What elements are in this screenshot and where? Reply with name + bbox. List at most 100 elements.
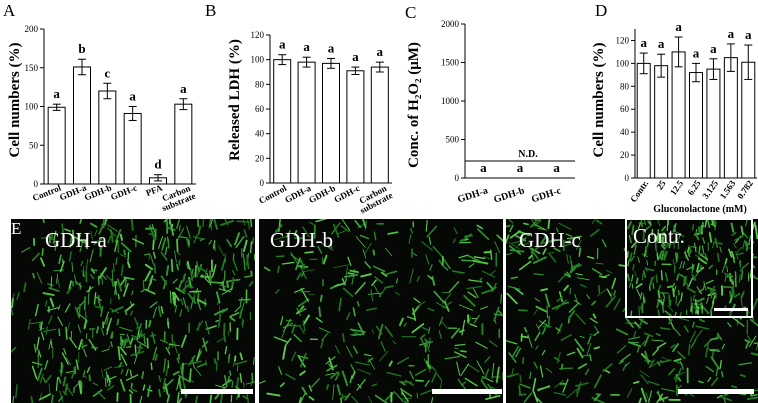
- cell: [742, 239, 746, 250]
- cell: [133, 354, 138, 365]
- cell: [144, 288, 156, 295]
- cell: [139, 395, 143, 403]
- ytick-label: 0: [455, 173, 460, 183]
- cell: [77, 312, 88, 322]
- cell: [733, 292, 741, 298]
- cell: [726, 265, 729, 273]
- cell: [169, 221, 174, 236]
- cell: [484, 368, 490, 378]
- cell: [658, 291, 669, 295]
- cell: [691, 245, 698, 249]
- cell: [116, 318, 120, 326]
- bar: [689, 72, 703, 179]
- cell: [42, 292, 55, 296]
- cell: [721, 264, 726, 273]
- cell: [71, 262, 74, 273]
- cell: [517, 230, 531, 237]
- cell: [627, 258, 630, 267]
- cell: [282, 345, 287, 360]
- cell: [90, 222, 98, 228]
- cell: [151, 331, 156, 345]
- cell: [39, 373, 44, 384]
- cell: [688, 250, 692, 257]
- panel-letter-e: E: [11, 219, 21, 238]
- ytick-label: 40: [255, 129, 265, 139]
- cell: [242, 239, 248, 252]
- cell: [586, 342, 592, 357]
- cell: [602, 363, 613, 373]
- cell: [651, 228, 654, 236]
- cell: [80, 260, 84, 267]
- cell: [523, 327, 528, 333]
- cell: [650, 276, 656, 279]
- ytick-label: 40: [620, 127, 630, 137]
- cell: [740, 270, 744, 281]
- cell: [185, 236, 190, 248]
- cell: [70, 330, 73, 341]
- cell: [699, 265, 702, 272]
- cell: [647, 380, 660, 386]
- cell: [745, 220, 748, 227]
- cell: [100, 305, 104, 317]
- cell: [743, 262, 750, 268]
- cell: [86, 286, 94, 293]
- cell: [652, 348, 660, 356]
- cell: [368, 358, 376, 370]
- cell: [228, 354, 231, 364]
- cell: [378, 287, 387, 298]
- cell: [696, 262, 700, 273]
- cell: [106, 317, 113, 332]
- cell: [49, 297, 55, 308]
- cell: [542, 248, 547, 255]
- cell: [373, 231, 377, 241]
- cell: [719, 359, 722, 370]
- cell: [678, 317, 690, 322]
- cell: [48, 315, 53, 325]
- cell: [234, 355, 237, 362]
- cell: [473, 314, 480, 324]
- cell: [639, 370, 650, 378]
- cell: [243, 229, 248, 238]
- cell: [334, 372, 340, 381]
- cell: [296, 272, 302, 281]
- significance-letter: a: [658, 36, 665, 51]
- cell: [64, 228, 72, 232]
- cell: [352, 307, 356, 317]
- cell: [101, 349, 109, 352]
- cell: [686, 287, 696, 294]
- cell: [564, 273, 571, 278]
- cell: [248, 280, 254, 287]
- cell: [209, 394, 213, 403]
- cell: [130, 219, 134, 231]
- cell: [420, 338, 426, 347]
- cell: [164, 246, 168, 256]
- cell: [633, 380, 640, 385]
- cell: [350, 333, 357, 336]
- cell: [628, 341, 642, 348]
- category-label: GDH-b: [307, 183, 337, 205]
- cell: [572, 263, 580, 268]
- cell: [542, 239, 558, 244]
- cell: [239, 296, 243, 306]
- cell: [352, 333, 365, 337]
- cell: [458, 304, 473, 311]
- cell: [131, 290, 134, 296]
- cell: [360, 273, 372, 278]
- cell: [38, 321, 42, 328]
- cell: [111, 278, 115, 287]
- cell: [746, 247, 751, 249]
- cell: [460, 363, 470, 377]
- cell: [649, 277, 654, 286]
- cell: [144, 270, 152, 282]
- cell: [702, 237, 706, 244]
- cell: [509, 224, 514, 233]
- cell: [720, 395, 732, 402]
- cell: [297, 354, 306, 368]
- cell: [152, 346, 158, 361]
- cell: [574, 338, 585, 352]
- cell: [518, 242, 530, 246]
- cell: [527, 334, 533, 348]
- cell: [186, 305, 189, 313]
- significance-letter: d: [154, 157, 162, 172]
